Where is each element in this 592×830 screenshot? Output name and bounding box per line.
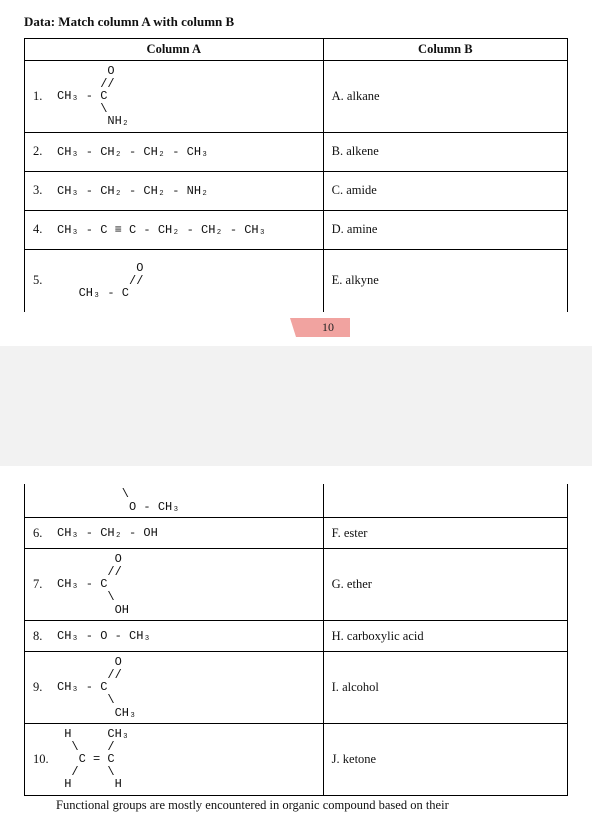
col-a-cell: 6.CH₃ - CH₂ - OH bbox=[25, 518, 324, 549]
col-a-cell: 3.CH₃ - CH₂ - CH₂ - NH₂ bbox=[25, 171, 324, 210]
answer-letter: C. bbox=[332, 183, 347, 197]
col-b-cell: H. carboxylic acid bbox=[323, 621, 567, 652]
page-number: 10 bbox=[290, 318, 350, 337]
col-b-cell: A. alkane bbox=[323, 61, 567, 133]
table-row: 5. O // CH₃ - CE. alkyne bbox=[25, 249, 568, 312]
table-row: 10. H CH₃ \ / C = C / \ H HJ. ketone bbox=[25, 724, 568, 796]
chemical-formula: O // CH₃ - C bbox=[57, 262, 143, 300]
answer-letter: H. bbox=[332, 629, 347, 643]
answer-text: ketone bbox=[343, 752, 376, 766]
answer-text: alkene bbox=[346, 144, 379, 158]
match-table-bottom: \ O - CH₃6.CH₃ - CH₂ - OHF. ester7. O //… bbox=[24, 484, 568, 796]
col-b-cell: J. ketone bbox=[323, 724, 567, 796]
answer-text: amine bbox=[347, 222, 378, 236]
chemical-formula: O // CH₃ - C \ OH bbox=[57, 553, 129, 616]
col-a-cell: 8.CH₃ - O - CH₃ bbox=[25, 621, 324, 652]
answer-text: alcohol bbox=[342, 680, 379, 694]
answer-text: alkyne bbox=[346, 273, 379, 287]
chemical-formula: O // CH₃ - C \ CH₃ bbox=[57, 656, 136, 719]
col-a-cell: \ O - CH₃ bbox=[25, 484, 324, 518]
answer-letter: E. bbox=[332, 273, 346, 287]
row-number: 1. bbox=[33, 89, 57, 104]
answer-letter: J. bbox=[332, 752, 343, 766]
chemical-formula: CH₃ - O - CH₃ bbox=[57, 630, 151, 643]
header-col-a: Column A bbox=[25, 39, 324, 61]
col-b-cell: E. alkyne bbox=[323, 249, 567, 312]
answer-letter: D. bbox=[332, 222, 347, 236]
table-row: 2.CH₃ - CH₂ - CH₂ - CH₃B. alkene bbox=[25, 132, 568, 171]
answer-letter: B. bbox=[332, 144, 347, 158]
chemical-formula: CH₃ - CH₂ - CH₂ - NH₂ bbox=[57, 185, 208, 198]
col-a-cell: 5. O // CH₃ - C bbox=[25, 249, 324, 312]
table-row: 8.CH₃ - O - CH₃H. carboxylic acid bbox=[25, 621, 568, 652]
table-row: 1. O // CH₃ - C \ NH₂A. alkane bbox=[25, 61, 568, 133]
col-a-cell: 9. O // CH₃ - C \ CH₃ bbox=[25, 652, 324, 724]
answer-text: amide bbox=[346, 183, 377, 197]
row-number: 2. bbox=[33, 144, 57, 159]
answer-letter: F. bbox=[332, 526, 344, 540]
row-number: 4. bbox=[33, 222, 57, 237]
table-row: 9. O // CH₃ - C \ CH₃I. alcohol bbox=[25, 652, 568, 724]
chemical-formula: CH₃ - CH₂ - CH₂ - CH₃ bbox=[57, 146, 208, 159]
table-header-row: Column A Column B bbox=[25, 39, 568, 61]
col-a-cell: 7. O // CH₃ - C \ OH bbox=[25, 549, 324, 621]
col-b-cell: C. amide bbox=[323, 171, 567, 210]
chemical-formula: CH₃ - CH₂ - OH bbox=[57, 527, 158, 540]
chemical-formula: \ O - CH₃ bbox=[57, 488, 179, 513]
table-row: \ O - CH₃ bbox=[25, 484, 568, 518]
page-title: Data: Match column A with column B bbox=[24, 14, 568, 30]
chemical-formula: O // CH₃ - C \ NH₂ bbox=[57, 65, 129, 128]
row-number: 9. bbox=[33, 680, 57, 695]
page-top: Data: Match column A with column B Colum… bbox=[0, 0, 592, 346]
col-b-cell: F. ester bbox=[323, 518, 567, 549]
page-gap bbox=[0, 346, 592, 466]
answer-text: ester bbox=[344, 526, 368, 540]
match-table-top: Column A Column B 1. O // CH₃ - C \ NH₂A… bbox=[24, 38, 568, 312]
col-b-cell: I. alcohol bbox=[323, 652, 567, 724]
col-b-cell bbox=[323, 484, 567, 518]
row-number: 3. bbox=[33, 183, 57, 198]
table-row: 4.CH₃ - C ≡ C - CH₂ - CH₂ - CH₃D. amine bbox=[25, 210, 568, 249]
row-number: 10. bbox=[33, 752, 57, 767]
col-b-cell: G. ether bbox=[323, 549, 567, 621]
page-number-wrap: 10 bbox=[24, 318, 592, 342]
chemical-formula: H CH₃ \ / C = C / \ H H bbox=[57, 728, 129, 791]
table-row: 3.CH₃ - CH₂ - CH₂ - NH₂C. amide bbox=[25, 171, 568, 210]
answer-text: carboxylic acid bbox=[347, 629, 424, 643]
row-number: 6. bbox=[33, 526, 57, 541]
answer-letter: A. bbox=[332, 89, 347, 103]
row-number: 5. bbox=[33, 273, 57, 288]
answer-letter: I. bbox=[332, 680, 342, 694]
col-a-cell: 2.CH₃ - CH₂ - CH₂ - CH₃ bbox=[25, 132, 324, 171]
chemical-formula: CH₃ - C ≡ C - CH₂ - CH₂ - CH₃ bbox=[57, 224, 266, 237]
header-col-b: Column B bbox=[323, 39, 567, 61]
table-row: 7. O // CH₃ - C \ OHG. ether bbox=[25, 549, 568, 621]
col-b-cell: B. alkene bbox=[323, 132, 567, 171]
col-a-cell: 4.CH₃ - C ≡ C - CH₂ - CH₂ - CH₃ bbox=[25, 210, 324, 249]
answer-text: ether bbox=[347, 577, 372, 591]
col-b-cell: D. amine bbox=[323, 210, 567, 249]
footer-text: Functional groups are mostly encountered… bbox=[24, 798, 568, 813]
table-row: 6.CH₃ - CH₂ - OHF. ester bbox=[25, 518, 568, 549]
answer-letter: G. bbox=[332, 577, 347, 591]
answer-text: alkane bbox=[347, 89, 380, 103]
col-a-cell: 1. O // CH₃ - C \ NH₂ bbox=[25, 61, 324, 133]
page-bottom: \ O - CH₃6.CH₃ - CH₂ - OHF. ester7. O //… bbox=[0, 466, 592, 830]
row-number: 7. bbox=[33, 577, 57, 592]
row-number: 8. bbox=[33, 629, 57, 644]
col-a-cell: 10. H CH₃ \ / C = C / \ H H bbox=[25, 724, 324, 796]
